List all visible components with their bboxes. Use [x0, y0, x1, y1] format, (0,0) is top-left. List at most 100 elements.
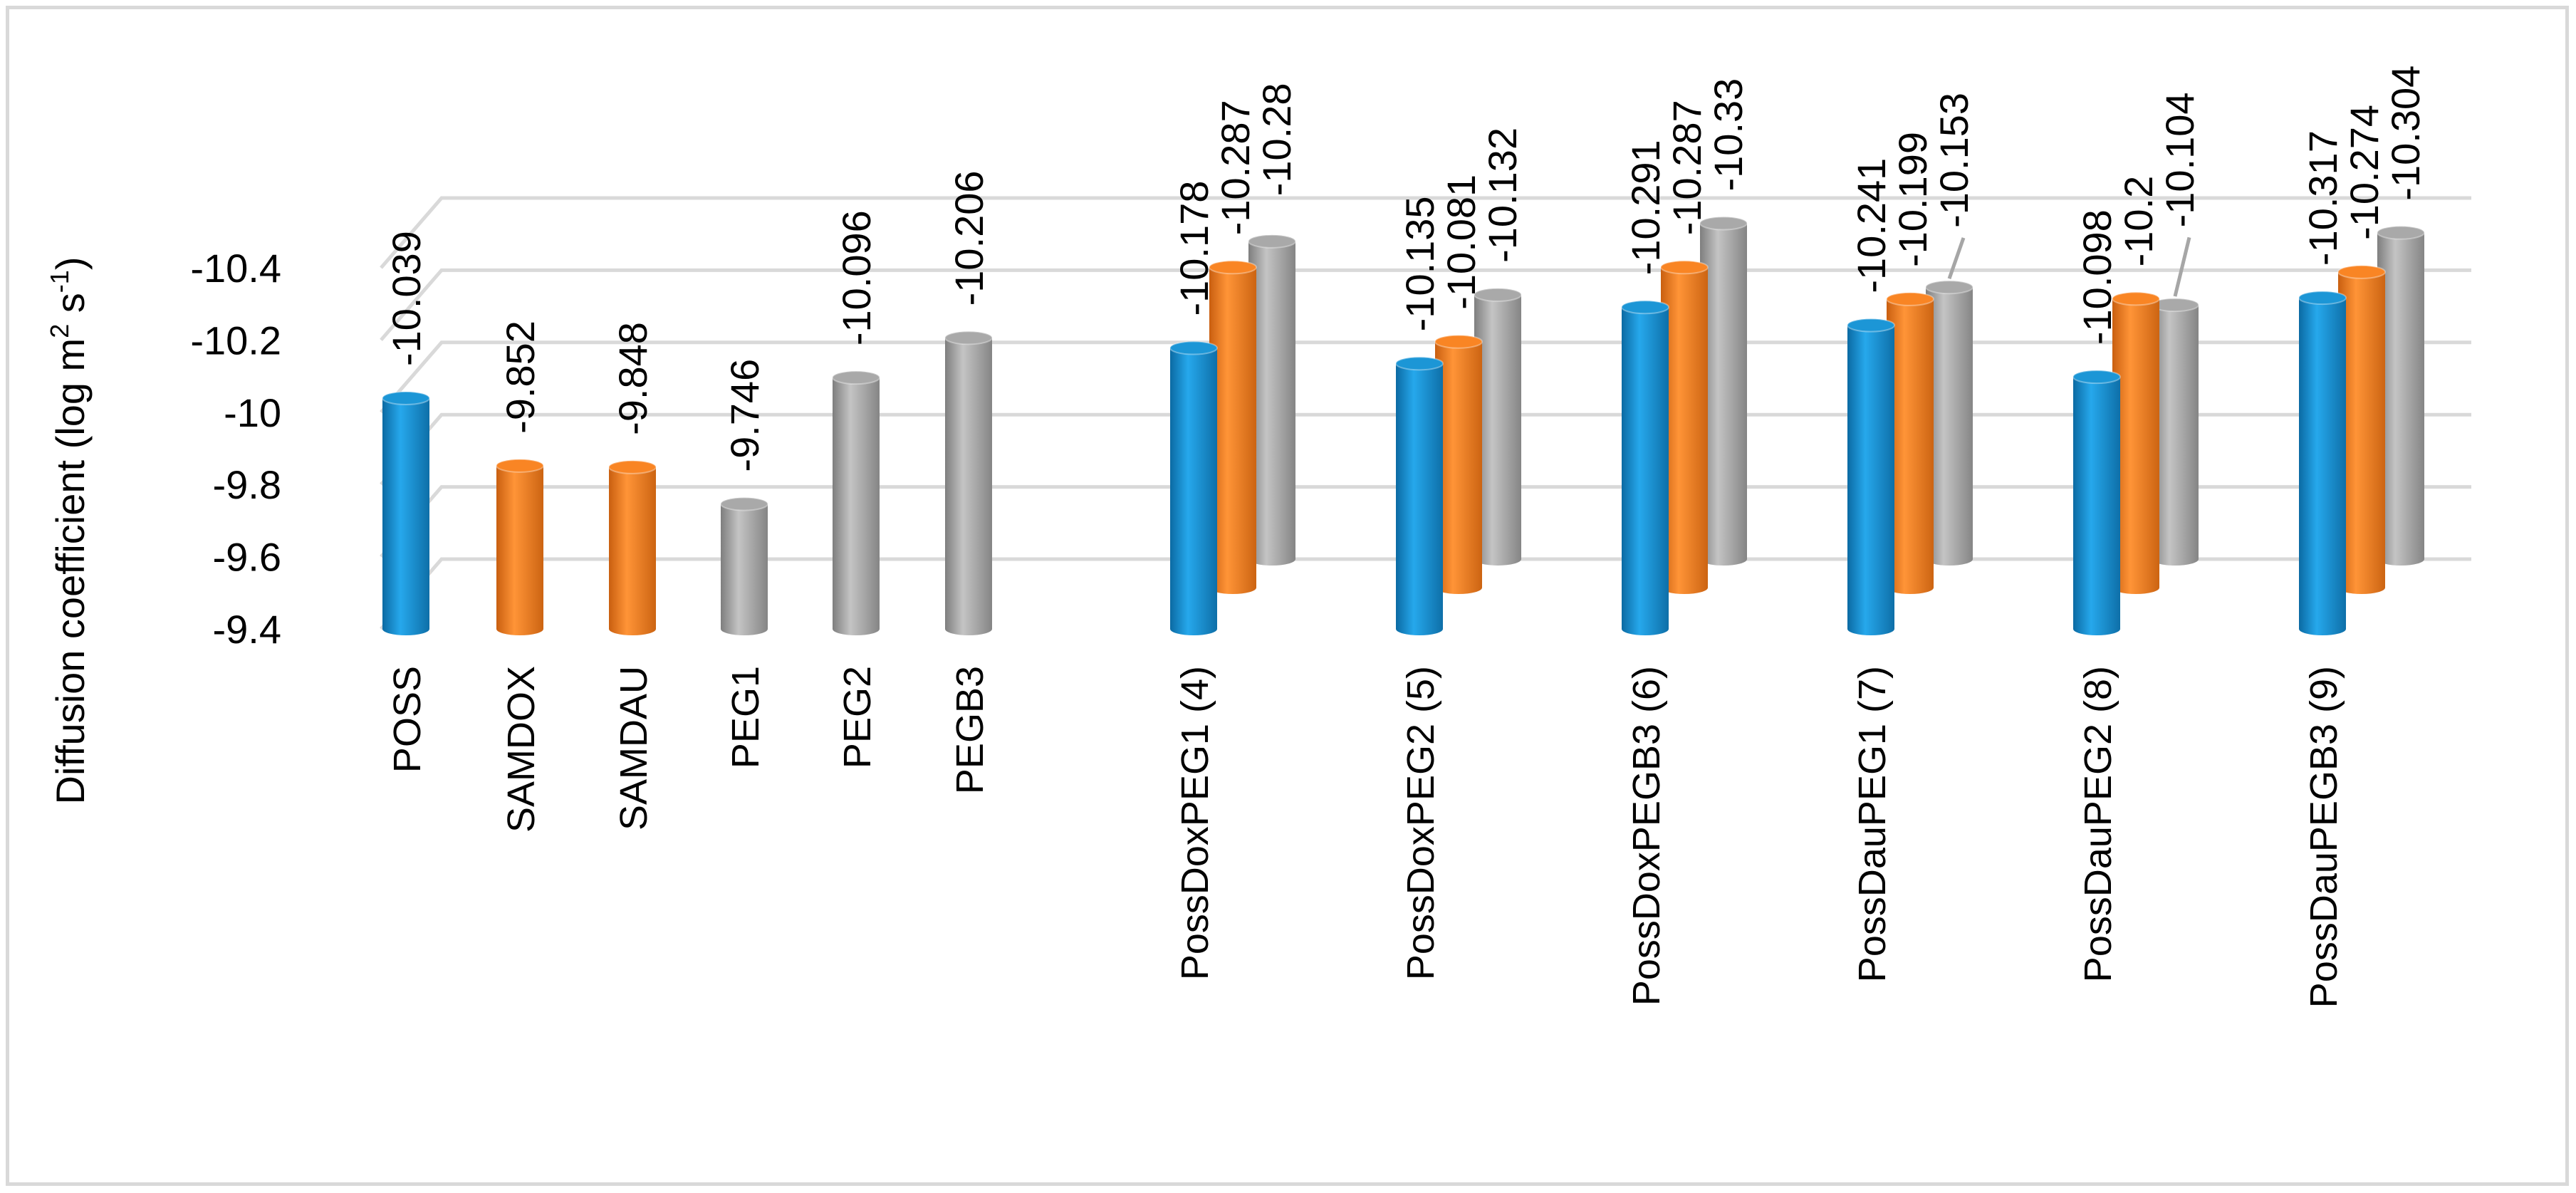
bar-peg2: [832, 370, 880, 635]
bar-possdoxpegb3-6-orange-body: [1661, 267, 1708, 594]
value-label: -10.317: [2300, 130, 2345, 266]
bar-possdaupegb3-9-blue-body: [2299, 298, 2346, 635]
y-tick-label: -10: [224, 390, 281, 435]
bar-possdoxpegb3-6-blue-body: [1622, 307, 1669, 635]
bar-possdoxpegb3-6-gray: [1699, 216, 1748, 566]
bar-possdoxpegb3-6-orange-top: [1660, 260, 1709, 275]
value-label: -10.2: [2116, 176, 2161, 267]
value-label: -10.039: [384, 231, 429, 366]
y-axis-label-end: ): [48, 257, 93, 271]
value-label: -10.081: [1439, 174, 1483, 310]
bar-possdaupegb3-9-orange: [2337, 264, 2386, 594]
bar-possdaupeg1-7-blue-body: [1847, 325, 1894, 635]
bar-possdaupegb3-9-blue-top: [2298, 291, 2347, 306]
chart-frame: [6, 6, 2569, 1186]
bar-possdaupeg1-7-orange: [1886, 291, 1934, 594]
y-tick-label: -10.4: [190, 246, 281, 291]
value-label: -10.178: [1172, 181, 1216, 316]
bar-possdoxpeg2-5-orange-body: [1435, 341, 1482, 594]
bar-possdoxpeg1-4-orange-top: [1209, 260, 1257, 275]
value-label: -10.33: [1706, 78, 1751, 192]
value-label: -10.291: [1623, 140, 1668, 275]
leader-lines: [1947, 236, 2191, 297]
category-label-possdaupeg2-8: PossDauPEG2 (8): [2077, 666, 2119, 982]
category-label-poss: POSS: [386, 666, 429, 773]
y-axis-label: Diffusion coefficient (log m2 s-1): [45, 257, 93, 805]
value-label: -10.287: [1213, 100, 1258, 235]
bar-possdaupegb3-9-gray-top: [2377, 225, 2425, 240]
bar-possdaupeg2-8-orange: [2112, 291, 2160, 594]
bar-possdaupeg1-7-gray-top: [1925, 280, 1973, 295]
bar-possdaupegb3-9-gray: [2377, 225, 2425, 566]
bar-possdaupegb3-9-orange-body: [2338, 271, 2385, 594]
bar-possdoxpeg1-4-gray-body: [1248, 241, 1295, 566]
category-label-possdaupeg1-7: PossDauPEG1 (7): [1851, 666, 1894, 982]
bar-pegb3: [944, 330, 993, 635]
bar-possdoxpeg2-5-gray-top: [1474, 287, 1522, 302]
value-label: -10.135: [1397, 196, 1442, 331]
category-label-possdoxpeg2-5: PossDoxPEG2 (5): [1399, 666, 1442, 980]
y-axis-label-mid: s: [48, 293, 93, 324]
bar-possdaupeg2-8-blue-top: [2072, 370, 2121, 385]
value-label: -9.852: [498, 321, 543, 434]
value-label: -10.206: [947, 170, 991, 306]
bar-possdaupeg2-8-blue: [2072, 370, 2121, 635]
bar-possdaupeg2-8-gray-body: [2152, 305, 2199, 566]
bar-samdau: [608, 459, 657, 635]
value-label: -10.096: [834, 210, 879, 345]
bar-possdoxpegb3-6-blue-top: [1621, 300, 1669, 315]
leader-line: [1947, 237, 1966, 280]
bar-possdoxpeg2-5-blue: [1395, 356, 1444, 635]
gridline: [380, 268, 2471, 342]
bar-possdoxpeg2-5-gray: [1474, 287, 1522, 566]
bar-possdaupeg1-7-orange-body: [1887, 298, 1934, 594]
y-tick-label: -9.4: [213, 607, 282, 652]
bar-possdoxpeg2-5-blue-top: [1395, 356, 1444, 371]
category-labels: POSS SAMDOX SAMDAU PEG1 PEG2 PEGB3 PossDoxPEG1…: [386, 666, 2345, 1008]
bar-possdoxpeg2-5-gray-body: [1474, 294, 1521, 566]
bar-possdaupegb3-9-gray-body: [2377, 232, 2424, 566]
bar-peg1: [720, 496, 768, 635]
bar-samdox-top: [496, 458, 544, 473]
bar-possdaupeg1-7-gray-body: [1926, 287, 1973, 566]
bar-samdau-body: [609, 467, 656, 635]
bar-samdau-top: [608, 459, 657, 474]
bars: [382, 216, 2425, 635]
value-label: -10.274: [2342, 105, 2387, 240]
bar-possdoxpeg2-5-orange: [1434, 334, 1483, 594]
gridline: [380, 196, 2471, 269]
category-label-pegb3: PEGB3: [949, 666, 991, 794]
bar-peg2-top: [832, 370, 880, 385]
bar-possdaupegb3-9-blue: [2298, 291, 2347, 635]
y-tick-label: -9.6: [213, 535, 282, 580]
bar-possdaupeg1-7-blue: [1847, 318, 1895, 635]
value-label: -10.304: [2383, 66, 2428, 201]
bar-samdox: [496, 458, 544, 635]
value-label: -10.104: [2157, 92, 2202, 227]
bar-possdaupeg1-7-orange-top: [1886, 291, 1934, 306]
y-tick-label: -9.8: [213, 462, 282, 507]
value-label: -10.287: [1664, 100, 1709, 235]
value-labels: -10.039 -9.852 -9.848 -9.746 -10.096 -10.206 -…: [384, 66, 2428, 472]
value-label: -10.153: [1931, 93, 1976, 228]
bar-possdoxpeg1-4-orange-body: [1209, 267, 1256, 594]
gridline: [380, 340, 2471, 414]
category-label-samdau: SAMDAU: [612, 666, 655, 830]
bar-possdoxpegb3-6-gray-top: [1699, 216, 1748, 231]
bar-possdaupegb3-9-orange-top: [2337, 264, 2386, 279]
y-axis-label-sup2: -1: [45, 270, 74, 293]
bar-possdaupeg1-7-gray: [1925, 280, 1973, 566]
bar-possdaupeg2-8-orange-top: [2112, 291, 2160, 306]
category-label-samdox: SAMDOX: [500, 666, 543, 833]
bar-possdoxpeg1-4-blue: [1169, 340, 1218, 635]
y-axis-label-sup1: 2: [45, 324, 74, 338]
category-label-possdoxpegb3-6: PossDoxPEGB3 (6): [1625, 666, 1668, 1006]
bar-possdaupeg2-8-blue-body: [2073, 377, 2120, 635]
bar-possdoxpegb3-6-blue: [1621, 300, 1669, 635]
leader-line: [2173, 236, 2191, 297]
value-label: -10.28: [1254, 83, 1299, 196]
bar-peg1-top: [720, 496, 768, 511]
bar-peg2-body: [833, 377, 880, 635]
bar-poss: [382, 391, 430, 635]
